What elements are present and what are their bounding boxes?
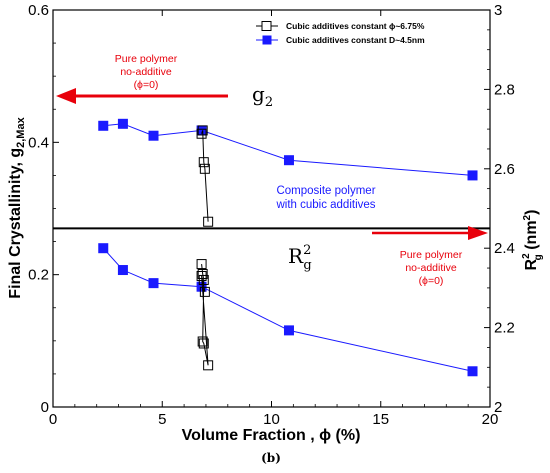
series-0-rg2-point xyxy=(197,269,208,280)
series-1-rg2-point xyxy=(98,243,109,254)
pure-polymer-right-line-1: Pure polymer xyxy=(400,249,463,261)
panel-label-g2-main: g xyxy=(252,82,265,106)
legend-marker-d xyxy=(262,35,272,45)
series-1-g2-point xyxy=(98,120,109,131)
legend: Cubic additives constant ϕ~6.75% Cubic a… xyxy=(256,21,425,45)
arrow-right-head xyxy=(468,226,488,240)
x-tick-label: 0 xyxy=(49,411,57,428)
series-0-g2-line xyxy=(201,130,209,222)
panel-label-g2: g2 xyxy=(252,82,273,110)
x-axis-ticks: 0 5 10 15 20 xyxy=(49,10,499,428)
y-right-tick-label: 2.4 xyxy=(494,240,515,257)
pure-polymer-arrow-right xyxy=(372,226,488,240)
x-tick-label: 15 xyxy=(372,411,389,428)
figure-caption: (b) xyxy=(261,451,281,465)
x-axis-label: Volume Fraction , ϕ (%) xyxy=(182,427,361,444)
series-0-rg2-line xyxy=(201,264,209,366)
y-right-tick-label: 2.6 xyxy=(494,161,515,178)
pure-polymer-right-line-2: no-additive xyxy=(405,262,457,274)
panel-label-g2-sub: 2 xyxy=(265,95,273,110)
y-right-tick-label: 2.2 xyxy=(494,320,515,337)
legend-label-d: Cubic additives constant D~4.5nm xyxy=(286,35,425,45)
y-left-tick-label: 0.4 xyxy=(28,134,49,151)
composite-line-1: Composite polymer xyxy=(276,185,375,197)
y-right-tick-label: 3 xyxy=(494,2,502,19)
series-0-g2-point xyxy=(198,157,209,168)
y-right-axis-ticks: 2 2.2 2.4 2.6 2.8 3 xyxy=(484,2,515,416)
y-right-tick-label: 2 xyxy=(494,399,502,416)
series-1-rg2-point xyxy=(467,366,478,377)
legend-label-phi: Cubic additives constant ϕ~6.75% xyxy=(286,21,425,31)
series-0-rg2-point xyxy=(196,270,207,281)
series-1-g2-point xyxy=(148,130,159,141)
y-left-tick-label: 0.6 xyxy=(28,2,49,19)
legend-marker-phi xyxy=(261,21,272,31)
series-0-g2-point xyxy=(199,163,210,174)
pure-polymer-left-line-2: no-additive xyxy=(120,66,172,78)
y-right-tick-label: 2.8 xyxy=(494,81,515,98)
y-right-axis-label-unit-close: ) xyxy=(523,210,540,215)
series-0-rg2-point xyxy=(198,338,209,349)
y-right-axis-label-sub: g xyxy=(533,254,544,260)
arrow-left-head xyxy=(56,88,76,104)
y-right-axis-label-unit-open: (nm xyxy=(523,220,540,254)
y-left-axis-label-sub: 2,Max xyxy=(15,116,27,147)
plot-frame xyxy=(52,9,491,408)
series-0-rg2-point xyxy=(198,274,209,285)
series-0-g2-point xyxy=(197,125,208,136)
composite-line-2: with cubic additives xyxy=(275,199,375,211)
x-tick-label: 10 xyxy=(263,411,280,428)
series-1-rg2-point xyxy=(283,325,294,336)
pure-polymer-left-line-3: (ϕ=0) xyxy=(134,79,159,91)
y-right-axis-label-main: R xyxy=(523,258,540,270)
x-tick-label: 5 xyxy=(158,411,166,428)
y-left-tick-label: 0.2 xyxy=(28,267,49,284)
y-left-axis-label-main: Final Crystallinity, g xyxy=(7,148,24,299)
series-0-g2-point xyxy=(203,216,214,227)
panel-label-rg2-sub: g xyxy=(303,258,311,273)
series-0-rg2-point xyxy=(203,360,214,371)
series-0-rg2-point xyxy=(197,336,208,347)
series-0-rg2-point xyxy=(196,259,207,270)
series-1-g2-point xyxy=(467,170,478,181)
series-1-rg2-point xyxy=(117,265,128,276)
series-1-g2-point xyxy=(117,118,128,129)
panel-label-rg2-main: R xyxy=(288,244,304,268)
pure-polymer-arrow-left xyxy=(56,88,228,104)
series-0-rg2-point xyxy=(199,286,210,297)
y-left-axis-ticks: 0 0.2 0.4 0.6 xyxy=(28,2,59,416)
series-1-g2-point xyxy=(283,155,294,166)
x-tick-label: 20 xyxy=(482,411,499,428)
series-layer xyxy=(98,118,478,377)
y-right-axis-label-sup: 2 xyxy=(521,253,532,259)
y-right-axis-label-unit-sup: 2 xyxy=(522,214,533,220)
series-0-g2-point xyxy=(196,128,207,139)
panel-label-rg2: R2 g xyxy=(288,243,312,273)
panel-label-rg2-sup: 2 xyxy=(303,243,311,258)
y-left-tick-label: 0 xyxy=(41,399,49,416)
series-1-g2-line xyxy=(103,123,473,176)
pure-polymer-left-line-1: Pure polymer xyxy=(115,53,178,65)
series-1-rg2-point xyxy=(148,278,159,289)
y-left-axis-label: Final Crystallinity, g2,Max xyxy=(7,116,27,298)
pure-polymer-right-line-3: (ϕ=0) xyxy=(419,275,444,287)
y-right-axis-label: R2g (nm2) xyxy=(521,210,544,271)
